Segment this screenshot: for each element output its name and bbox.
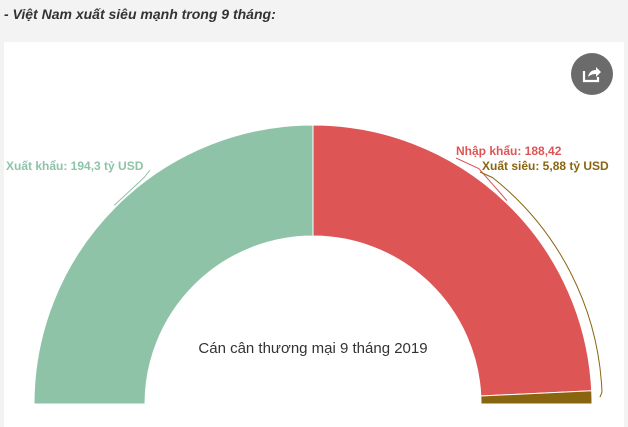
slice-xuất-khẩu[interactable] bbox=[33, 124, 314, 405]
slice-label-export: Xuất khẩu: 194,3 tỷ USD bbox=[6, 159, 144, 173]
slice-label-import: Nhập khẩu: 188,42 bbox=[456, 144, 562, 158]
share-button[interactable] bbox=[571, 53, 613, 95]
connector-import bbox=[455, 157, 508, 201]
slice-label-surplus: Xuất siêu: 5,88 tỷ USD bbox=[482, 159, 609, 173]
connector-surplus bbox=[479, 171, 603, 398]
share-icon bbox=[582, 67, 601, 83]
slice-nhập-khẩu[interactable] bbox=[312, 124, 593, 397]
connector-export bbox=[113, 169, 151, 206]
slice-xuất-siêu[interactable] bbox=[480, 390, 593, 405]
center-label: Cán cân thương mại 9 tháng 2019 bbox=[198, 340, 427, 357]
page-heading: - Việt Nam xuất siêu mạnh trong 9 tháng: bbox=[4, 6, 276, 22]
